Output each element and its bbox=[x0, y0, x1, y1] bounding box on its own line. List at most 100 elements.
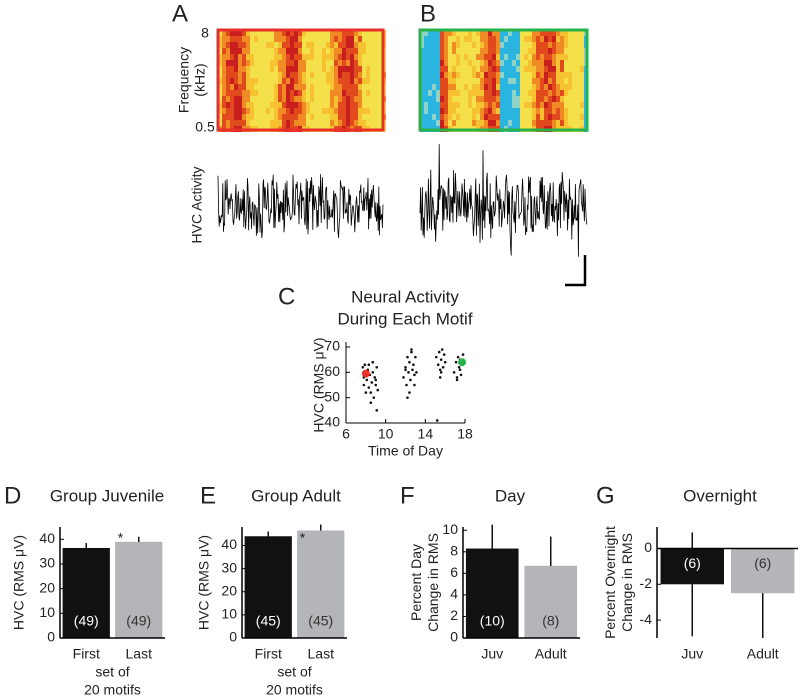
spectrogram-cell bbox=[576, 120, 580, 126]
spectrogram-cell bbox=[226, 120, 230, 126]
spectrogram-cell bbox=[282, 102, 286, 108]
spectrogram-cell bbox=[286, 102, 290, 108]
spectrogram-cell bbox=[468, 30, 472, 36]
spectrogram-cell bbox=[230, 78, 234, 84]
spectrogram-cell bbox=[318, 42, 322, 48]
spectrogram-cell bbox=[420, 36, 424, 42]
point bbox=[412, 363, 415, 367]
spectrogram-cell bbox=[472, 102, 476, 108]
spectrogram-cell bbox=[258, 114, 262, 120]
spectrogram-cell bbox=[286, 120, 290, 126]
spectrogram-cell bbox=[222, 108, 226, 114]
spectrogram-cell bbox=[270, 102, 274, 108]
spectrogram-cell bbox=[286, 114, 290, 120]
spectrogram-cell bbox=[504, 120, 508, 126]
spectrogram-cell bbox=[512, 54, 516, 60]
spectrogram-cell bbox=[500, 66, 504, 72]
spectrogram-cell bbox=[448, 42, 452, 48]
spectrogram-cell bbox=[258, 54, 262, 60]
spectrogram-cell bbox=[358, 120, 362, 126]
spectrogram-cell bbox=[448, 54, 452, 60]
spectrogram-cell bbox=[420, 54, 424, 60]
spectrogram-cell bbox=[428, 108, 432, 114]
spectrogram-cell bbox=[460, 42, 464, 48]
spectrogram-cell bbox=[330, 66, 334, 72]
spectrogram-cell bbox=[358, 108, 362, 114]
spectrogram-cell bbox=[524, 96, 528, 102]
spectrogram-cell bbox=[524, 102, 528, 108]
spectrogram-cell bbox=[560, 66, 564, 72]
spectrogram-cell bbox=[508, 66, 512, 72]
spectrogram-cell bbox=[302, 30, 306, 36]
spectrogram-cell bbox=[294, 60, 298, 66]
spectrogram-cell bbox=[370, 48, 374, 54]
spectrogram-cell bbox=[282, 108, 286, 114]
spectrogram-cell bbox=[222, 36, 226, 42]
spectrogram-cell bbox=[456, 84, 460, 90]
spectrogram-cell bbox=[424, 90, 428, 96]
spectrogram-cell bbox=[520, 108, 524, 114]
chart-title: Group Adult bbox=[251, 486, 341, 505]
spectrogram-cell bbox=[238, 48, 242, 54]
spectrogram-cell bbox=[428, 96, 432, 102]
spectrogram-cell bbox=[322, 48, 326, 54]
spectrogram-cell bbox=[230, 120, 234, 126]
spectrogram-cell bbox=[432, 78, 436, 84]
spectrogram-cell bbox=[560, 108, 564, 114]
point bbox=[369, 391, 373, 394]
y-tick-label: 8 bbox=[450, 542, 458, 558]
spectrogram-cell bbox=[250, 54, 254, 60]
spectrogram-cell bbox=[246, 102, 250, 108]
spectrogram-cell bbox=[286, 108, 290, 114]
spectrogram-cell bbox=[436, 78, 440, 84]
point bbox=[406, 355, 409, 359]
spectrogram-cell bbox=[504, 48, 508, 54]
spectrogram-cell bbox=[580, 48, 584, 54]
spectrogram-cell bbox=[424, 114, 428, 120]
spectrogram-cell bbox=[532, 114, 536, 120]
spectrogram-cell bbox=[298, 42, 302, 48]
spectrogram-cell bbox=[350, 84, 354, 90]
spectrogram-cell bbox=[460, 102, 464, 108]
spectrogram-cell bbox=[580, 60, 584, 66]
spectrogram-cell bbox=[222, 30, 226, 36]
y-tick-label: 8 bbox=[201, 25, 209, 41]
spectrogram-cell bbox=[298, 30, 302, 36]
spectrogram-cell bbox=[448, 90, 452, 96]
spectrogram-cell bbox=[378, 60, 382, 66]
y-tick-label: 6 bbox=[450, 564, 458, 580]
spectrogram-cell bbox=[428, 78, 432, 84]
spectrogram-cell bbox=[238, 36, 242, 42]
spectrogram-cell bbox=[528, 54, 532, 60]
spectrogram-cell bbox=[318, 96, 322, 102]
spectrogram-cell bbox=[556, 114, 560, 120]
point bbox=[402, 376, 405, 379]
spectrogram-cell bbox=[488, 84, 492, 90]
spectrogram-cell bbox=[444, 78, 448, 84]
spectrogram-cell bbox=[472, 114, 476, 120]
spectrogram-cell bbox=[218, 78, 222, 84]
spectrogram-cell bbox=[524, 78, 528, 84]
spectrogram-cell bbox=[528, 60, 532, 66]
spectrogram-cell bbox=[568, 114, 572, 120]
spectrogram-cell bbox=[500, 48, 504, 54]
spectrogram-cell bbox=[548, 48, 552, 54]
spectrogram-cell bbox=[238, 78, 242, 84]
spectrogram-cell bbox=[306, 102, 310, 108]
spectrogram-cell bbox=[440, 42, 444, 48]
spectrogram-cell bbox=[504, 78, 508, 84]
spectrogram-cell bbox=[322, 54, 326, 60]
spectrogram-cell bbox=[226, 102, 230, 108]
spectrogram-cell bbox=[552, 114, 556, 120]
spectrogram-cell bbox=[472, 78, 476, 84]
spectrogram-cell bbox=[218, 120, 222, 126]
spectrogram-cell bbox=[230, 54, 234, 60]
spectrogram-cell bbox=[302, 96, 306, 102]
spectrogram-cell bbox=[420, 96, 424, 102]
spectrogram-cell bbox=[374, 48, 378, 54]
spectrogram-cell bbox=[436, 60, 440, 66]
spectrogram-cell bbox=[516, 54, 520, 60]
spectrogram-cell bbox=[270, 120, 274, 126]
spectrogram-cell bbox=[298, 36, 302, 42]
spectrogram-cell bbox=[370, 66, 374, 72]
